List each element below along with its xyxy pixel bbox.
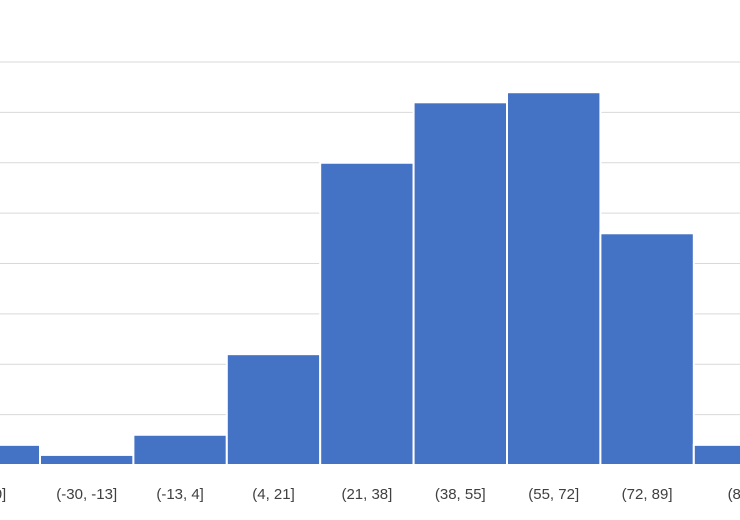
x-tick-label: (21, 38] xyxy=(341,486,392,503)
x-tick-label: -30] xyxy=(0,486,6,503)
bar xyxy=(412,101,509,467)
x-tick-label: (55, 72] xyxy=(528,486,579,503)
bar xyxy=(692,443,740,467)
x-tick-label: (89, xyxy=(728,486,740,503)
x-tick-label: (-13, 4] xyxy=(156,486,204,503)
bar xyxy=(599,232,695,466)
bar xyxy=(0,443,41,467)
bar xyxy=(39,453,135,466)
x-tick-label: (72, 89] xyxy=(622,486,673,503)
x-tick-label: (-30, -13] xyxy=(56,486,117,503)
bar xyxy=(132,433,228,466)
bar xyxy=(225,353,322,466)
bar xyxy=(319,161,415,466)
x-tick-label: (38, 55] xyxy=(435,486,486,503)
x-tick-label: (4, 21] xyxy=(252,486,295,503)
bar xyxy=(506,91,602,466)
